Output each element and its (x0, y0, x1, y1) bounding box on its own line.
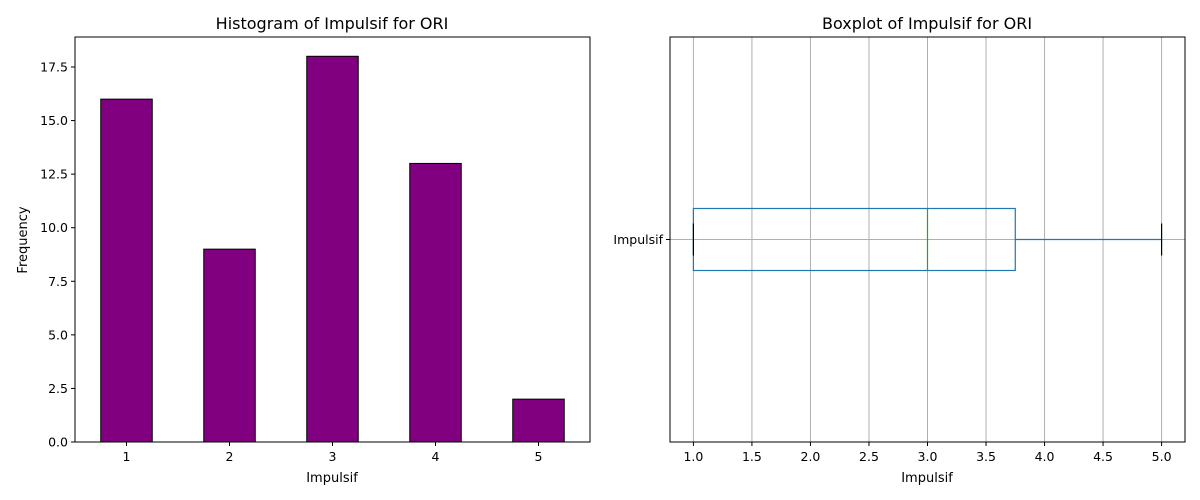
boxplot-x-tick-label: 2.5 (859, 449, 879, 464)
boxplot-chart: Boxplot of Impulsif for ORI 1.0 1.5 2.0 2.5… (613, 14, 1186, 486)
histogram-y-tick-label: 0.0 (48, 435, 68, 450)
boxplot-x-tick-label: 5.0 (1152, 449, 1172, 464)
histogram-bar-2 (203, 248, 256, 443)
boxplot-x-tick-label: 4.0 (1035, 449, 1055, 464)
histogram-chart: Histogram of Impulsif for ORI 0.0 2.5 5.0 7… (16, 14, 591, 486)
boxplot-axes-frame (669, 36, 1186, 443)
boxplot-x-tick-label: 3.0 (918, 449, 938, 464)
histogram-y-tick-label: 17.5 (40, 60, 68, 75)
histogram-y-tick-label: 15.0 (40, 113, 68, 128)
histogram-x-label: Impulsif (306, 471, 358, 486)
histogram-bars (100, 55, 565, 443)
histogram-y-label: Frequency (16, 206, 31, 273)
histogram-y-tick-label: 7.5 (48, 274, 68, 289)
histogram-y-tick-label: 12.5 (40, 167, 68, 182)
histogram-x-tick-label: 2 (226, 449, 234, 464)
boxplot-x-tick-label: 3.5 (976, 449, 996, 464)
boxplot-marks (692, 207, 1163, 272)
histogram-x-tick-label: 3 (329, 449, 337, 464)
boxplot-x-tick-label: 1.5 (742, 449, 762, 464)
boxplot-x-label: Impulsif (901, 471, 953, 486)
boxplot-x-tick-label: 2.0 (801, 449, 821, 464)
histogram-x-tick-label: 4 (432, 449, 440, 464)
boxplot-title: Boxplot of Impulsif for ORI (822, 14, 1032, 33)
histogram-y-tick-label: 10.0 (40, 220, 68, 235)
boxplot-y-tick-label: Impulsif (613, 232, 663, 247)
histogram-y-tick-label: 2.5 (48, 381, 68, 396)
histogram-x-tick-label: 1 (123, 449, 131, 464)
histogram-bar-5 (512, 398, 565, 443)
histogram-bar-3 (306, 55, 359, 443)
boxplot-x-tick-label: 4.5 (1093, 449, 1113, 464)
histogram-title: Histogram of Impulsif for ORI (216, 14, 449, 33)
histogram-x-ticks: 1 2 3 4 5 (123, 442, 543, 464)
boxplot-x-tick-label: 1.0 (683, 449, 703, 464)
boxplot-y-ticks: Impulsif (613, 232, 670, 247)
histogram-x-tick-label: 5 (535, 449, 543, 464)
histogram-axes-frame (74, 36, 591, 443)
histogram-y-ticks: 0.0 2.5 5.0 7.5 10.0 12.5 15.0 17.5 (40, 60, 75, 450)
boxplot-x-ticks: 1.0 1.5 2.0 2.5 3.0 3.5 4.0 4.5 5.0 (683, 442, 1172, 464)
histogram-y-tick-label: 5.0 (48, 327, 68, 342)
histogram-bar-4 (409, 162, 462, 443)
histogram-bar-1 (100, 98, 153, 443)
